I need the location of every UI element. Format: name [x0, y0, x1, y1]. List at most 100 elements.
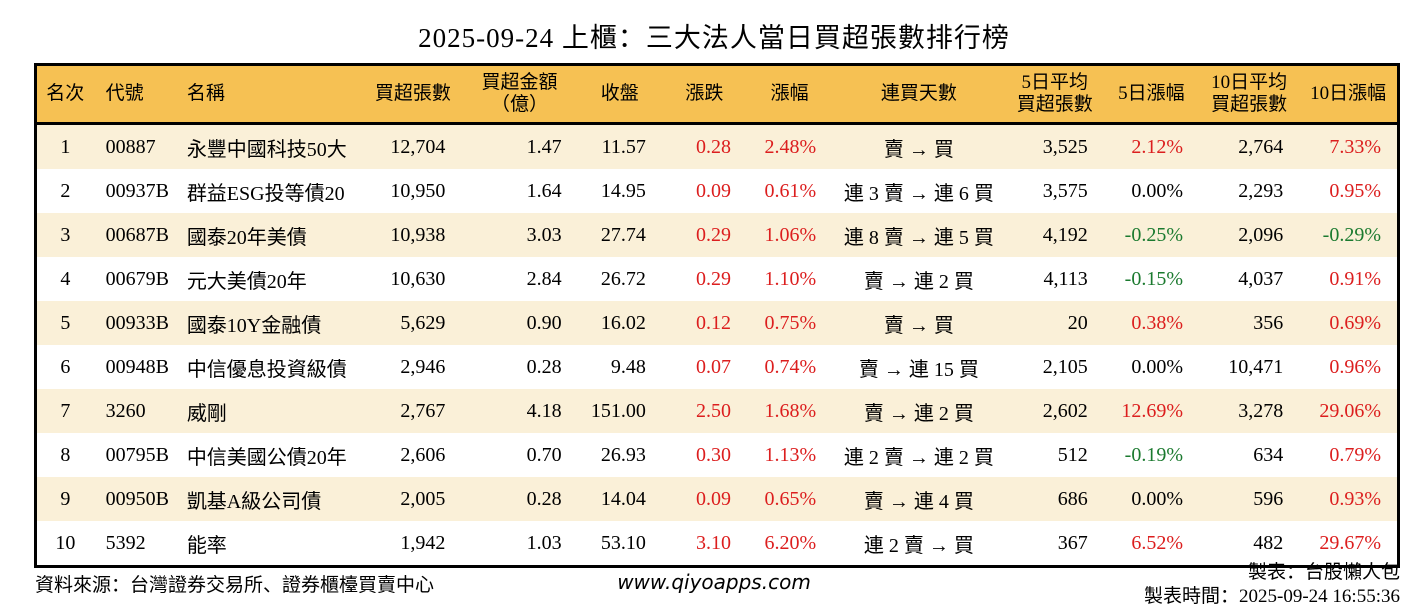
cell-change: 0.07 [696, 355, 732, 378]
cell-change: 0.29 [696, 267, 732, 290]
made-by-label: 製表：台股懶人包 [1247, 562, 1400, 583]
cell-streak: 連 2 賣 → 連 2 買 [843, 446, 994, 469]
cell-name: 凱基A級公司債 [186, 490, 322, 513]
cell-code: 00937B [105, 179, 169, 202]
table-body: 1 00887 永豐中國科技50大 12,704 1.47 11.57 0.28 2.48% 賣… [35, 123, 1399, 567]
cell-pct10: 0.91% [1329, 267, 1381, 290]
cell-avg10: 2,096 [1238, 223, 1284, 246]
header-row: 名次 代號 名稱 買超張數 買超金額 （億） 收盤 漲跌 漲幅 連買天數 5日平均 買超張數 5日漲… [35, 64, 1399, 125]
cell-net_amount: 1.64 [526, 179, 562, 202]
cell-pct5: -0.25% [1124, 223, 1183, 246]
cell-name: 元大美債20年 [186, 270, 307, 293]
cell-name: 群益ESG投等債20 [186, 182, 345, 205]
cell-streak: 賣 → 買 [883, 314, 954, 337]
cell-close: 11.57 [601, 135, 646, 158]
cell-name: 中信美國公債20年 [186, 446, 347, 469]
cell-change: 0.09 [696, 179, 732, 202]
cell-change: 0.30 [696, 443, 732, 466]
cell-avg10: 482 [1253, 531, 1284, 554]
cell-close: 27.74 [600, 223, 646, 246]
cell-rank: 7 [60, 399, 71, 422]
cell-change_pct: 1.68% [764, 399, 817, 422]
made-time-label: 製表時間：2025-09-24 16:55:36 [1144, 586, 1400, 607]
cell-rank: 4 [60, 267, 71, 290]
table-row: 6 00948B 中信優息投資級債 2,946 0.28 9.48 0.07 0.74% 賣 →… [35, 345, 1399, 389]
table-row: 7 3260 威剛 2,767 4.18 151.00 2.50 1.68% 賣 → 連 2 買… [35, 389, 1399, 433]
cell-net_buy: 1,942 [400, 531, 446, 554]
cell-change_pct: 2.48% [764, 135, 817, 158]
cell-streak: 賣 → 連 2 買 [863, 270, 974, 293]
cell-streak: 賣 → 連 2 買 [863, 402, 974, 425]
cell-code: 00933B [105, 311, 169, 334]
cell-avg5: 686 [1057, 487, 1088, 510]
table-row: 10 5392 能率 1,942 1.03 53.10 3.10 6.20% 連 2 賣 → 買… [35, 521, 1399, 567]
cell-net_amount: 0.28 [526, 355, 562, 378]
cell-change_pct: 0.65% [764, 487, 817, 510]
cell-change_pct: 0.75% [764, 311, 817, 334]
ranking-table: 名次 代號 名稱 買超張數 買超金額 （億） 收盤 漲跌 漲幅 連買天數 5日平均 買超張數 5日漲… [34, 63, 1400, 568]
cell-avg5: 2,105 [1042, 355, 1088, 378]
cell-name: 能率 [186, 534, 227, 557]
cell-avg5: 4,113 [1043, 267, 1088, 290]
cell-avg10: 3,278 [1238, 399, 1284, 422]
cell-close: 16.02 [600, 311, 646, 334]
cell-rank: 1 [60, 135, 71, 158]
cell-change: 2.50 [696, 399, 732, 422]
cell-pct5: 6.52% [1131, 531, 1183, 554]
cell-change: 3.10 [696, 531, 732, 554]
cell-code: 3260 [105, 399, 146, 422]
cell-code: 00795B [105, 443, 169, 466]
cell-pct5: 12.69% [1121, 399, 1183, 422]
cell-name: 永豐中國科技50大 [186, 138, 347, 161]
cell-pct5: 0.00% [1131, 355, 1183, 378]
cell-name: 國泰10Y金融債 [186, 314, 322, 337]
cell-net_amount: 3.03 [526, 223, 562, 246]
cell-change_pct: 6.20% [764, 531, 817, 554]
cell-avg10: 356 [1253, 311, 1284, 334]
cell-net_amount: 0.90 [526, 311, 562, 334]
cell-change_pct: 1.13% [764, 443, 817, 466]
cell-pct10: 29.67% [1319, 531, 1381, 554]
cell-net_buy: 2,767 [400, 399, 446, 422]
cell-avg5: 4,192 [1042, 223, 1088, 246]
cell-change_pct: 1.10% [764, 267, 817, 290]
cell-change_pct: 1.06% [764, 223, 817, 246]
col-header-name: 名稱 [178, 64, 365, 125]
cell-rank: 9 [60, 487, 71, 510]
cell-avg10: 4,037 [1238, 267, 1284, 290]
cell-net_buy: 10,950 [390, 179, 446, 202]
cell-avg10: 596 [1253, 487, 1284, 510]
cell-pct10: 7.33% [1329, 135, 1381, 158]
cell-code: 5392 [105, 531, 146, 554]
cell-name: 威剛 [186, 402, 227, 425]
cell-net_buy: 2,005 [400, 487, 446, 510]
cell-close: 53.10 [600, 531, 646, 554]
cell-close: 9.48 [610, 355, 646, 378]
cell-pct5: -0.19% [1124, 443, 1183, 466]
cell-close: 26.72 [600, 267, 646, 290]
cell-close: 26.93 [600, 443, 646, 466]
cell-change_pct: 0.74% [764, 355, 817, 378]
cell-net_buy: 12,704 [390, 135, 446, 158]
table-row: 2 00937B 群益ESG投等債20 10,950 1.64 14.95 0.09 0.61… [35, 169, 1399, 213]
table-row: 5 00933B 國泰10Y金融債 5,629 0.90 16.02 0.12 0.75% 賣 … [35, 301, 1399, 345]
col-header-code: 代號 [93, 64, 179, 125]
cell-rank: 5 [60, 311, 71, 334]
cell-avg10: 634 [1253, 443, 1284, 466]
col-header-rank: 名次 [35, 64, 94, 125]
cell-avg10: 10,471 [1228, 355, 1284, 378]
cell-avg5: 3,525 [1042, 135, 1088, 158]
cell-rank: 8 [60, 443, 71, 466]
col-header-change: 漲跌 [661, 64, 748, 125]
col-header-close: 收盤 [577, 64, 662, 125]
col-header-net_buy: 買超張數 [364, 64, 462, 125]
cell-net_amount: 4.18 [526, 399, 562, 422]
table-row: 8 00795B 中信美國公債20年 2,606 0.70 26.93 0.30 1.13% 連… [35, 433, 1399, 477]
cell-code: 00687B [105, 223, 169, 246]
cell-name: 中信優息投資級債 [186, 358, 347, 381]
cell-streak: 連 3 賣 → 連 6 買 [843, 182, 994, 205]
page-title: 2025-09-24 上櫃：三大法人當日買超張數排行榜 [418, 23, 1010, 53]
table-row: 3 00687B 國泰20年美債 10,938 3.03 27.74 0.29 1.06% 連 … [35, 213, 1399, 257]
website-url: www.qiyoapps.com [617, 570, 811, 594]
cell-pct10: -0.29% [1322, 223, 1381, 246]
